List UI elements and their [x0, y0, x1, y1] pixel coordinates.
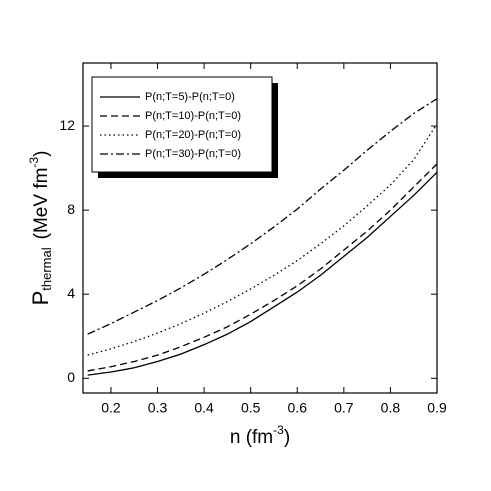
x-tick-label: 0.5 — [241, 400, 261, 416]
data-line — [87, 123, 438, 356]
y-tick-label: 12 — [59, 117, 75, 133]
y-tick-label: 4 — [67, 285, 75, 301]
x-tick-label: 0.8 — [381, 400, 401, 416]
data-line — [87, 163, 438, 372]
x-tick-label: 0.3 — [148, 400, 168, 416]
x-tick-label: 0.6 — [288, 400, 308, 416]
x-tick-label: 0.7 — [334, 400, 354, 416]
x-tick-label: 0.9 — [427, 400, 447, 416]
plot-frame — [82, 62, 438, 394]
y-axis-label: Pthermal(MeV fm-3) — [27, 151, 54, 306]
legend-label: P(n;T=20)-P(n;T=0) — [145, 129, 241, 141]
y-tick-label: 0 — [67, 369, 75, 385]
legend-box — [91, 76, 273, 173]
data-line — [87, 171, 438, 376]
data-line — [87, 98, 438, 335]
legend-label: P(n;T=30)-P(n;T=0) — [145, 148, 241, 160]
legend-label: P(n;T=10)-P(n;T=0) — [145, 110, 241, 122]
x-tick-label: 0.2 — [101, 400, 121, 416]
x-tick-label: 0.4 — [194, 400, 214, 416]
y-tick-label: 8 — [67, 201, 75, 217]
legend-label: P(n;T=5)-P(n;T=0) — [145, 91, 235, 103]
x-axis-label: n (fm-3) — [230, 423, 290, 448]
